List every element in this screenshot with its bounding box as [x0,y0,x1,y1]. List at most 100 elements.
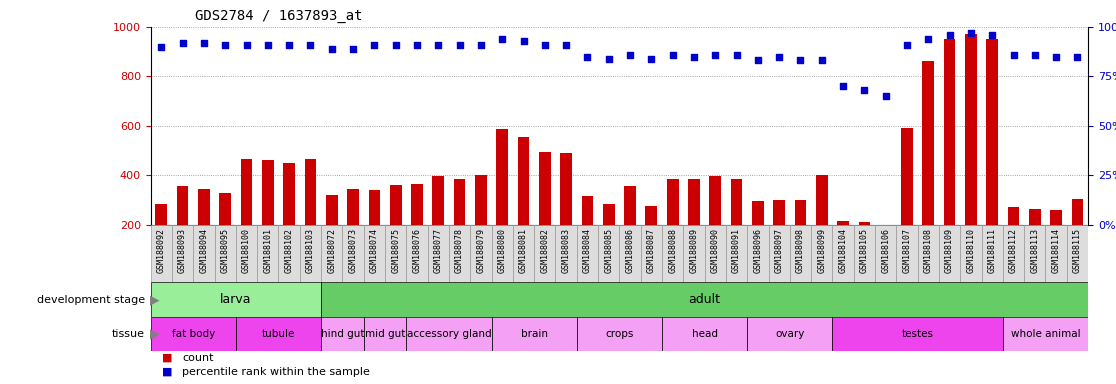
Bar [300,225,321,282]
Text: GSM188087: GSM188087 [647,227,656,273]
Bar [1029,209,1041,274]
Point [195,40,213,46]
Bar [198,189,210,274]
Point [643,55,661,61]
Text: GSM188086: GSM188086 [626,227,635,273]
Bar [811,225,833,282]
Bar [279,225,300,282]
Text: GSM188089: GSM188089 [690,227,699,273]
Text: tubule: tubule [262,329,295,339]
Bar [773,200,785,274]
Bar [944,39,955,274]
Bar [901,128,913,274]
Bar [987,39,998,274]
Bar [347,189,359,274]
Text: GSM188080: GSM188080 [498,227,507,273]
Point [1026,51,1043,58]
Bar [491,225,513,282]
Bar [321,317,364,351]
Text: GSM188096: GSM188096 [753,227,762,273]
Point [451,41,469,48]
Point [898,41,916,48]
Text: GSM188093: GSM188093 [179,227,187,273]
Bar [1071,199,1084,274]
Bar [603,204,615,274]
Bar [449,225,470,282]
Bar [513,225,535,282]
Bar [389,185,402,274]
Text: GSM188072: GSM188072 [327,227,336,273]
Point [153,44,171,50]
Bar [497,129,508,274]
Bar [1050,210,1062,274]
Bar [1008,207,1019,274]
Bar [769,225,790,282]
Point [238,41,256,48]
Text: GSM188114: GSM188114 [1051,227,1060,273]
Point [1004,51,1022,58]
Point [174,40,192,46]
Bar [151,225,172,282]
Point [280,41,298,48]
Text: GSM188105: GSM188105 [860,227,869,273]
Bar [748,225,769,282]
Bar [581,196,594,274]
Text: adult: adult [689,293,721,306]
Text: larva: larva [220,293,251,306]
Text: GSM188090: GSM188090 [711,227,720,273]
Point [472,41,490,48]
Point [856,87,874,93]
Text: GSM188101: GSM188101 [263,227,272,273]
Point [664,51,682,58]
Bar [748,317,833,351]
Bar [283,163,295,274]
Text: GSM188078: GSM188078 [455,227,464,273]
Text: GSM188082: GSM188082 [540,227,549,273]
Bar [1067,225,1088,282]
Bar [816,175,828,274]
Point [217,41,234,48]
Bar [982,225,1003,282]
Bar [241,159,252,274]
Point [259,41,277,48]
Bar [662,225,683,282]
Text: GSM188106: GSM188106 [882,227,891,273]
Bar [1046,225,1067,282]
Bar [1003,317,1088,351]
Bar [960,225,982,282]
Bar [704,225,725,282]
Text: tissue: tissue [112,329,145,339]
Point [1047,53,1065,60]
Bar [454,179,465,274]
Text: GSM188074: GSM188074 [369,227,378,273]
Bar [539,152,550,274]
Bar [731,179,742,274]
Text: mid gut: mid gut [365,329,405,339]
Bar [619,225,641,282]
Bar [875,225,896,282]
Bar [432,176,444,274]
Bar [411,184,423,274]
Text: accessory gland: accessory gland [406,329,491,339]
Bar [172,225,193,282]
Bar [879,225,892,274]
Point [430,41,448,48]
Text: hind gut: hind gut [320,329,364,339]
Text: GSM188092: GSM188092 [157,227,166,273]
Point [344,46,362,52]
Text: fat body: fat body [172,329,215,339]
Text: GSM188083: GSM188083 [561,227,570,273]
Point [749,58,767,64]
Text: GSM188100: GSM188100 [242,227,251,273]
Point [536,41,554,48]
Bar [917,225,939,282]
Text: ■: ■ [162,353,172,363]
Bar [858,222,870,274]
Point [622,51,639,58]
Text: GSM188115: GSM188115 [1072,227,1081,273]
Text: development stage: development stage [37,295,145,305]
Bar [598,225,619,282]
Bar [645,206,657,274]
Text: GSM188077: GSM188077 [434,227,443,273]
Bar [577,317,662,351]
